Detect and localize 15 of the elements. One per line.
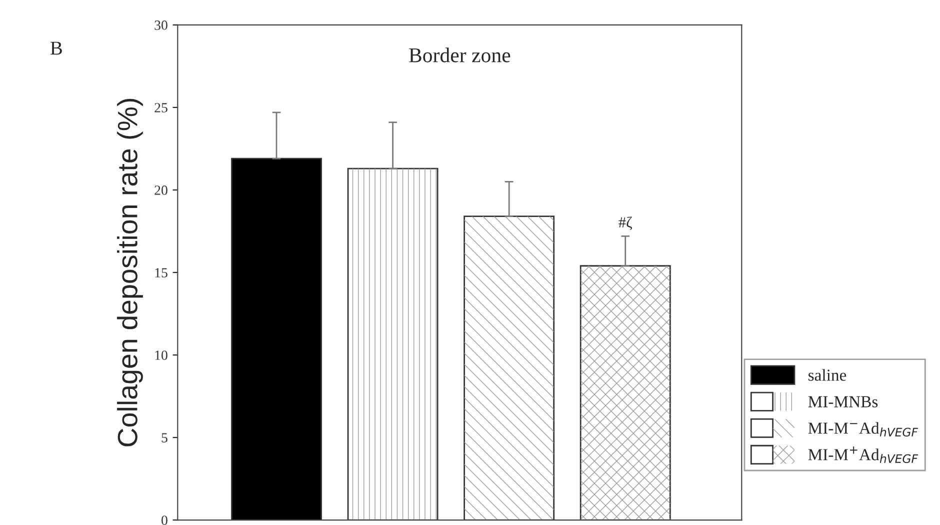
y-tick-label: 20 — [154, 186, 168, 195]
legend-label: MI-M$^{+}$Ad$_{hVEGF}$ — [808, 446, 918, 464]
text: B — [50, 42, 62, 55]
y-tick-label: 30 — [154, 20, 168, 30]
y-tick-label: 0 — [162, 516, 168, 525]
annotation: #ζ — [618, 216, 632, 230]
y-tick-label: 5 — [162, 433, 168, 442]
y-tick-label: 25 — [154, 103, 168, 112]
legend-label: saline — [808, 369, 846, 381]
y-tick-label: 15 — [155, 268, 168, 278]
legend-label: MI-MNBs — [808, 396, 878, 408]
text: Border zone — [409, 48, 510, 62]
legend-label: MI-M$^{−}$Ad$_{hVEGF}$ — [808, 422, 918, 437]
y-tick-label: 10 — [155, 350, 168, 360]
y-axis-title: Collagen deposition rate (%) — [117, 98, 143, 446]
